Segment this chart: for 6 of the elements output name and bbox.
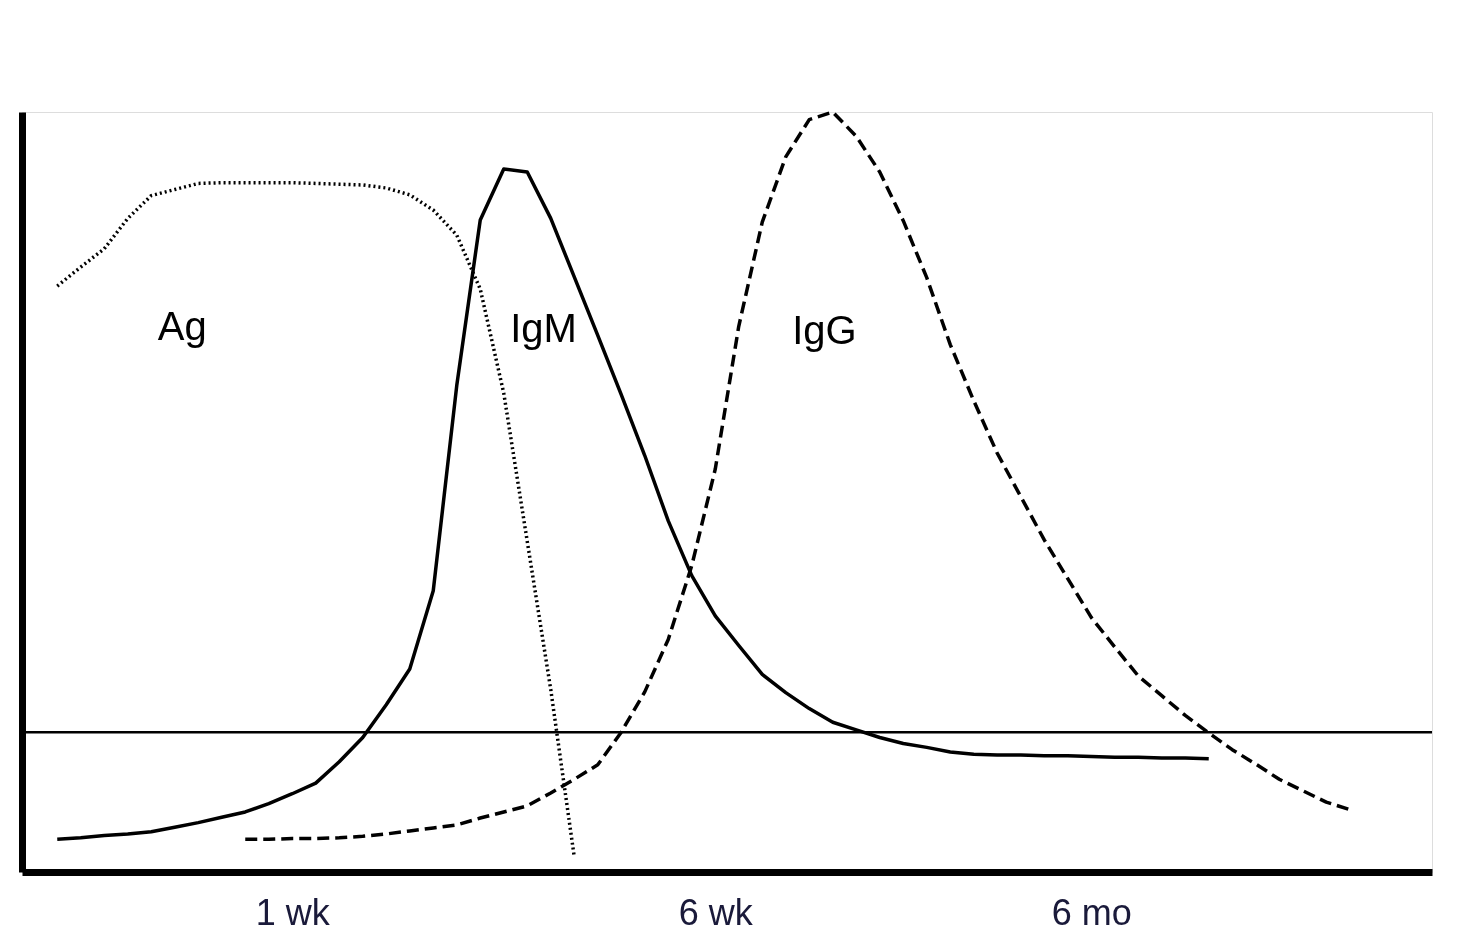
x-tick-label: 1 wk	[255, 891, 331, 933]
x-tick-label: 6 mo	[1051, 891, 1132, 933]
series-label: IgM	[510, 305, 577, 350]
series-label: IgG	[792, 308, 857, 353]
series-label: Ag	[157, 304, 207, 349]
x-tick-label: 6 wk	[678, 891, 754, 933]
